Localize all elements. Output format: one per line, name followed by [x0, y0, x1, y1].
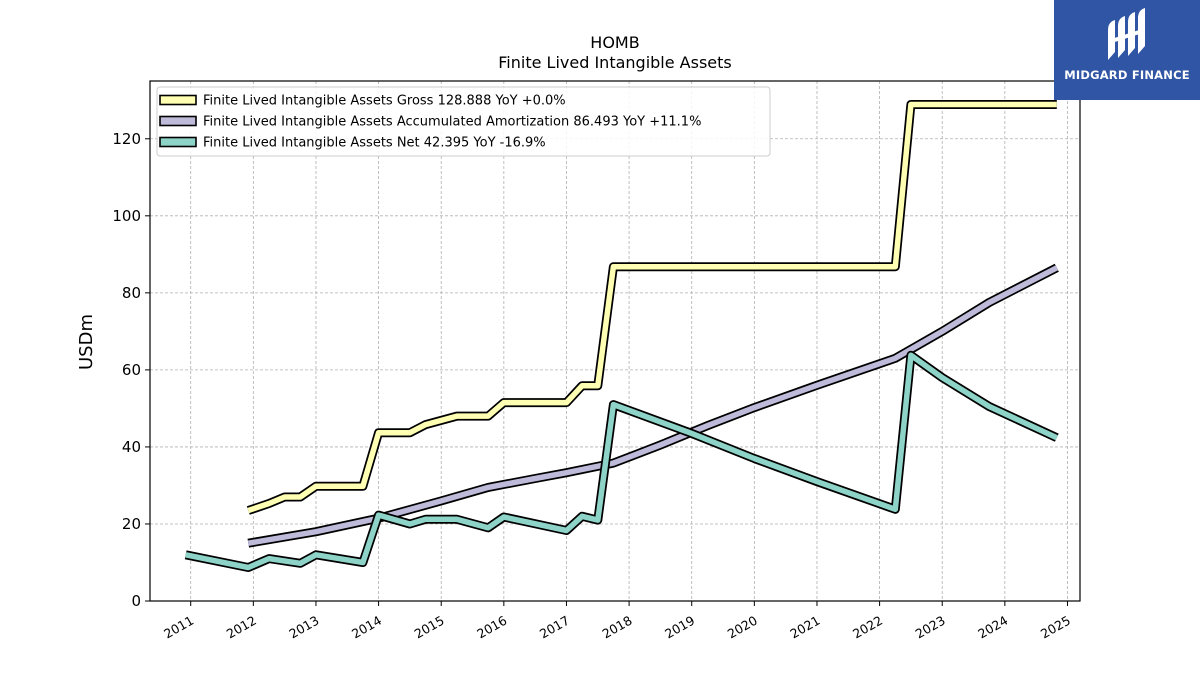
series-2-line — [185, 352, 1058, 571]
legend-label-2: Finite Lived Intangible Assets Net 42.39… — [203, 136, 546, 151]
legend: Finite Lived Intangible Assets Gross 128… — [156, 86, 771, 157]
chart-subtitle: Finite Lived Intangible Assets — [498, 53, 731, 72]
x-tick-label: 2023 — [913, 613, 948, 642]
series-1 — [247, 263, 1059, 548]
midgard-logo-icon — [1108, 8, 1145, 60]
x-tick-label: 2018 — [600, 613, 635, 642]
legend-swatch-2 — [159, 136, 197, 148]
x-tick-label: 2022 — [850, 613, 885, 642]
x-tick-label: 2015 — [412, 613, 447, 642]
y-axis-label: USDm — [76, 314, 97, 370]
x-tick-label: 2016 — [474, 613, 509, 642]
logo-text: MIDGARD FINANCE — [1064, 68, 1190, 82]
y-tick-label: 40 — [122, 438, 141, 456]
x-tick-label: 2014 — [349, 613, 384, 642]
legend-label-0: Finite Lived Intangible Assets Gross 128… — [203, 94, 566, 109]
plot-frame — [149, 80, 1081, 602]
legend-label-1: Finite Lived Intangible Assets Accumulat… — [203, 115, 701, 130]
x-tick-label: 2012 — [224, 613, 259, 642]
chart-title: HOMB — [590, 33, 639, 52]
x-tick-label: 2024 — [975, 613, 1010, 642]
x-axis: 2011 2012 2013 2014 2015 2016 2017 2018 2019 2020… — [161, 601, 1073, 642]
x-tick-label: 2017 — [537, 613, 572, 642]
y-tick-label: 60 — [122, 361, 141, 379]
x-tick-label: 2025 — [1038, 613, 1073, 642]
midgard-finance-logo: MIDGARD FINANCE — [1054, 0, 1200, 100]
x-tick-label: 2019 — [662, 613, 697, 642]
y-tick-label: 120 — [112, 130, 141, 148]
series-1-line — [247, 265, 1059, 546]
grid — [150, 81, 1080, 601]
legend-swatch-0 — [159, 94, 197, 106]
legend-box — [156, 86, 771, 157]
series-1-outline — [247, 263, 1059, 548]
legend-swatch-1 — [159, 115, 197, 127]
x-tick-label: 2011 — [161, 613, 196, 642]
y-tick-label: 0 — [131, 592, 141, 610]
series-layer — [184, 100, 1059, 572]
x-tick-label: 2020 — [725, 613, 760, 642]
x-tick-label: 2013 — [286, 613, 321, 642]
series-0-line — [247, 101, 1057, 514]
x-tick-label: 2021 — [787, 613, 822, 642]
y-tick-label: 20 — [122, 515, 141, 533]
y-tick-label: 80 — [122, 284, 141, 302]
y-tick-label: 100 — [112, 207, 141, 225]
y-axis: 0 20 40 60 80 100 120 — [112, 130, 150, 610]
series-2 — [184, 350, 1059, 572]
series-0 — [246, 100, 1057, 515]
